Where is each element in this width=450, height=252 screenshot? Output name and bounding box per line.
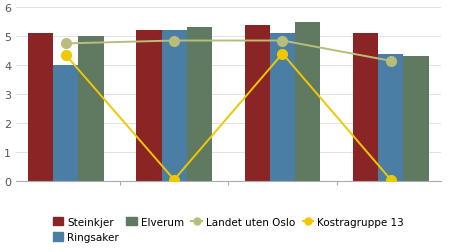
Bar <box>136 31 162 181</box>
Bar <box>53 66 78 181</box>
Bar <box>270 34 295 181</box>
Bar <box>28 34 53 181</box>
Legend: Steinkjer, Ringsaker, Elverum, Landet uten Oslo, Kostragruppe 13: Steinkjer, Ringsaker, Elverum, Landet ut… <box>49 213 408 246</box>
Bar <box>295 23 320 181</box>
Bar <box>353 34 378 181</box>
Bar <box>187 28 212 181</box>
Bar <box>78 37 104 181</box>
Bar <box>378 54 404 181</box>
Bar <box>404 57 429 181</box>
Bar <box>245 25 270 181</box>
Bar <box>162 31 187 181</box>
